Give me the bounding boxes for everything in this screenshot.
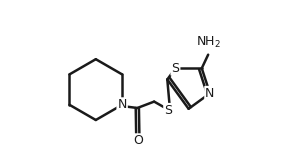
Text: NH$_2$: NH$_2$ bbox=[196, 35, 221, 50]
Text: S: S bbox=[164, 104, 172, 117]
Text: N: N bbox=[117, 98, 127, 111]
Text: S: S bbox=[171, 62, 179, 75]
Text: O: O bbox=[133, 134, 143, 147]
Text: N: N bbox=[205, 87, 215, 100]
